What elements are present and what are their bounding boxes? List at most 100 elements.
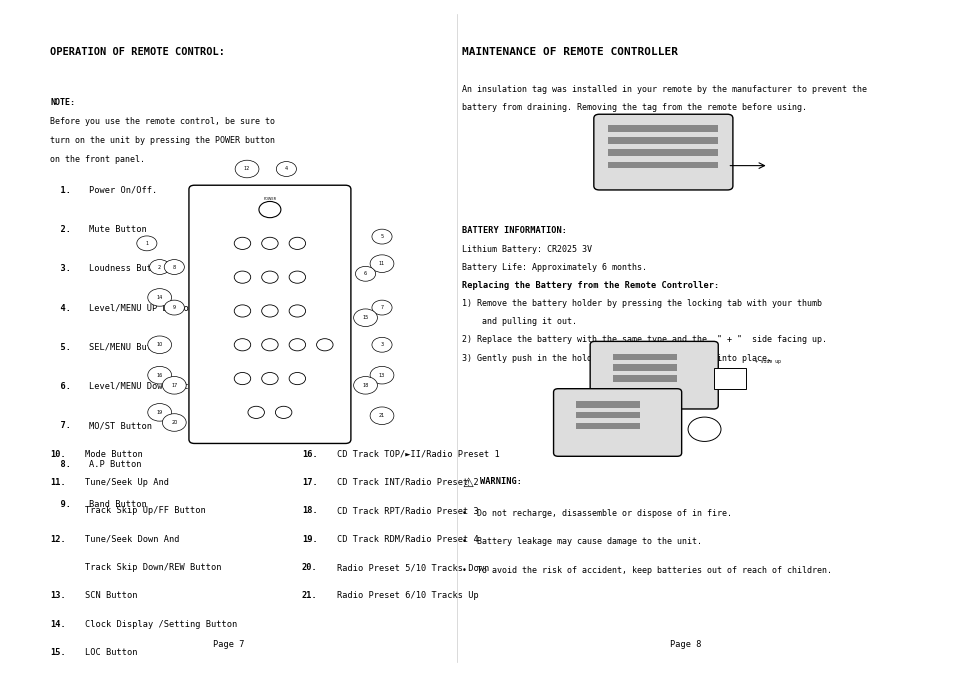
Text: Clock Display /Setting Button: Clock Display /Setting Button xyxy=(85,620,237,629)
Circle shape xyxy=(234,271,251,283)
Text: 11: 11 xyxy=(378,261,385,266)
Circle shape xyxy=(372,300,392,315)
Text: 16.: 16. xyxy=(302,450,317,458)
Bar xyxy=(713,368,745,389)
Text: turn on the unit by pressing the POWER button: turn on the unit by pressing the POWER b… xyxy=(51,136,275,145)
Circle shape xyxy=(248,406,264,418)
Text: Power On/Off.: Power On/Off. xyxy=(89,186,157,195)
Text: 2.: 2. xyxy=(51,225,71,234)
Circle shape xyxy=(372,229,392,244)
Text: SCN Button: SCN Button xyxy=(85,592,137,600)
Bar xyxy=(613,354,677,360)
Text: 10: 10 xyxy=(156,342,163,347)
Text: 1: 1 xyxy=(145,241,149,246)
Text: MO/ST Button: MO/ST Button xyxy=(89,421,152,430)
Text: Mode Button: Mode Button xyxy=(85,450,143,458)
Text: 12: 12 xyxy=(244,166,250,172)
Circle shape xyxy=(687,417,720,441)
Text: 12.: 12. xyxy=(51,535,66,544)
Text: 20: 20 xyxy=(171,420,177,425)
Text: An insulation tag was installed in your remote by the manufacturer to prevent th: An insulation tag was installed in your … xyxy=(461,84,866,93)
Circle shape xyxy=(148,336,172,354)
Text: 7.: 7. xyxy=(51,421,71,430)
Circle shape xyxy=(289,237,305,249)
FancyBboxPatch shape xyxy=(189,185,351,443)
Text: 3: 3 xyxy=(380,342,383,347)
Text: SEL/MENU Button: SEL/MENU Button xyxy=(89,343,168,352)
Text: WARNING:: WARNING: xyxy=(480,477,522,485)
Text: 21: 21 xyxy=(378,413,385,418)
Circle shape xyxy=(289,305,305,317)
Text: CD Track RDM/Radio Preset 4: CD Track RDM/Radio Preset 4 xyxy=(336,535,478,544)
Circle shape xyxy=(289,271,305,283)
Text: 9.: 9. xyxy=(51,500,71,508)
FancyBboxPatch shape xyxy=(553,389,681,456)
Text: 11.: 11. xyxy=(51,478,66,487)
Circle shape xyxy=(261,237,278,249)
Circle shape xyxy=(164,300,184,315)
Circle shape xyxy=(372,337,392,352)
Text: 17: 17 xyxy=(171,383,177,388)
Bar xyxy=(608,125,718,132)
Text: 5: 5 xyxy=(380,234,383,239)
Circle shape xyxy=(136,236,156,251)
Circle shape xyxy=(162,377,186,394)
Text: 13.: 13. xyxy=(51,592,66,600)
Text: 2) Replace the battery with the same type and the  " + "  side facing up.: 2) Replace the battery with the same typ… xyxy=(461,335,826,344)
Circle shape xyxy=(148,366,172,384)
Text: 13: 13 xyxy=(378,372,385,378)
Bar xyxy=(608,137,718,144)
Text: 15.: 15. xyxy=(51,648,66,657)
Circle shape xyxy=(354,377,377,394)
Text: CD Track TOP/►II/Radio Preset 1: CD Track TOP/►II/Radio Preset 1 xyxy=(336,450,499,458)
Text: OPERATION OF REMOTE CONTROL:: OPERATION OF REMOTE CONTROL: xyxy=(51,47,225,57)
Text: 7: 7 xyxy=(380,305,383,310)
Text: BATTERY INFORMATION:: BATTERY INFORMATION: xyxy=(461,226,566,235)
Circle shape xyxy=(261,305,278,317)
Text: Tune/Seek Up And: Tune/Seek Up And xyxy=(85,478,169,487)
Text: Radio Preset 5/10 Tracks Down: Radio Preset 5/10 Tracks Down xyxy=(336,563,489,572)
Text: 9: 9 xyxy=(172,305,175,310)
Text: 14.: 14. xyxy=(51,620,66,629)
Circle shape xyxy=(261,339,278,351)
FancyBboxPatch shape xyxy=(590,341,718,409)
Text: LOC Button: LOC Button xyxy=(85,648,137,657)
Text: Lithium Battery: CR2025 3V: Lithium Battery: CR2025 3V xyxy=(461,245,592,254)
Text: 14: 14 xyxy=(156,295,163,300)
Bar xyxy=(576,422,639,429)
Text: Loudness Button: Loudness Button xyxy=(89,264,168,273)
Circle shape xyxy=(234,372,251,385)
Text: Battery Life: Approximately 6 months.: Battery Life: Approximately 6 months. xyxy=(461,263,646,272)
Circle shape xyxy=(261,372,278,385)
Text: •  To avoid the risk of accident, keep batteries out of reach of children.: • To avoid the risk of accident, keep ba… xyxy=(461,566,831,575)
Circle shape xyxy=(148,289,172,306)
Text: 8: 8 xyxy=(172,264,175,270)
Circle shape xyxy=(258,201,280,218)
Text: 20.: 20. xyxy=(302,563,317,572)
Text: 4: 4 xyxy=(285,166,288,172)
Circle shape xyxy=(164,260,184,274)
Bar xyxy=(613,364,677,371)
Text: 16: 16 xyxy=(156,372,163,378)
Text: 10.: 10. xyxy=(51,450,66,458)
Text: Page 8: Page 8 xyxy=(670,640,701,649)
Text: 1) Remove the battery holder by pressing the locking tab with your thumb: 1) Remove the battery holder by pressing… xyxy=(461,299,821,308)
Text: •  Do not recharge, disassemble or dispose of in fire.: • Do not recharge, disassemble or dispos… xyxy=(461,509,731,518)
Circle shape xyxy=(289,372,305,385)
Text: 17.: 17. xyxy=(302,478,317,487)
Circle shape xyxy=(316,339,333,351)
Text: MAINTENANCE OF REMOTE CONTROLLER: MAINTENANCE OF REMOTE CONTROLLER xyxy=(461,47,678,57)
Text: ⚠: ⚠ xyxy=(461,477,473,489)
Circle shape xyxy=(148,404,172,421)
Text: Radio Preset 6/10 Tracks Up: Radio Preset 6/10 Tracks Up xyxy=(336,592,478,600)
Text: Track Skip Up/FF Button: Track Skip Up/FF Button xyxy=(85,506,206,515)
Circle shape xyxy=(370,407,394,425)
Text: 1.: 1. xyxy=(51,186,71,195)
Circle shape xyxy=(150,260,170,274)
Text: 21.: 21. xyxy=(302,592,317,600)
Bar xyxy=(613,375,677,382)
Circle shape xyxy=(162,414,186,431)
Text: Before you use the remote control, be sure to: Before you use the remote control, be su… xyxy=(51,117,275,126)
FancyBboxPatch shape xyxy=(593,114,732,190)
Text: + side up: + side up xyxy=(754,359,780,364)
